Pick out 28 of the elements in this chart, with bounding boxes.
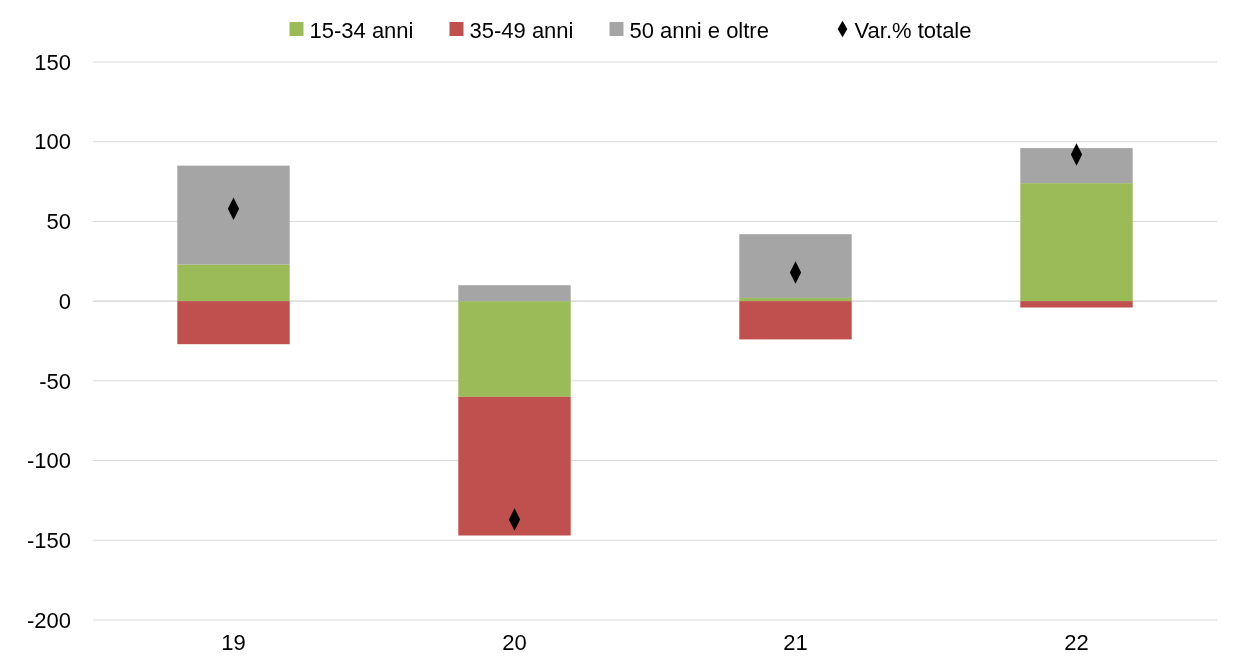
bar — [458, 396, 571, 536]
bar — [177, 165, 290, 265]
bar — [739, 297, 852, 302]
legend-label: 50 anni e oltre — [629, 17, 769, 43]
bar — [739, 301, 852, 340]
bar — [739, 234, 852, 298]
y-tick-label: -150 — [26, 527, 71, 553]
x-tick-label: 19 — [221, 630, 246, 655]
bar — [177, 301, 290, 345]
legend-label: 15-34 anni — [309, 17, 414, 43]
y-tick-label: -200 — [26, 607, 71, 633]
bar — [177, 264, 290, 302]
legend-label: 35-49 anni — [469, 17, 574, 43]
y-tick-label: -100 — [26, 448, 71, 474]
y-tick-label: 50 — [46, 209, 71, 235]
bar — [1020, 148, 1133, 184]
bar — [1020, 301, 1133, 308]
y-tick-label: 150 — [34, 49, 71, 75]
x-tick-label: 21 — [783, 630, 808, 655]
x-tick-label: 22 — [1064, 630, 1089, 655]
bar — [458, 285, 571, 302]
y-tick-label: -50 — [39, 368, 71, 394]
bar — [1020, 183, 1133, 302]
y-tick-label: 0 — [58, 288, 71, 314]
x-tick-label: 20 — [502, 630, 527, 655]
legend-label: Var.% totale — [854, 17, 972, 43]
y-tick-label: 100 — [34, 129, 71, 155]
bar — [458, 301, 571, 397]
